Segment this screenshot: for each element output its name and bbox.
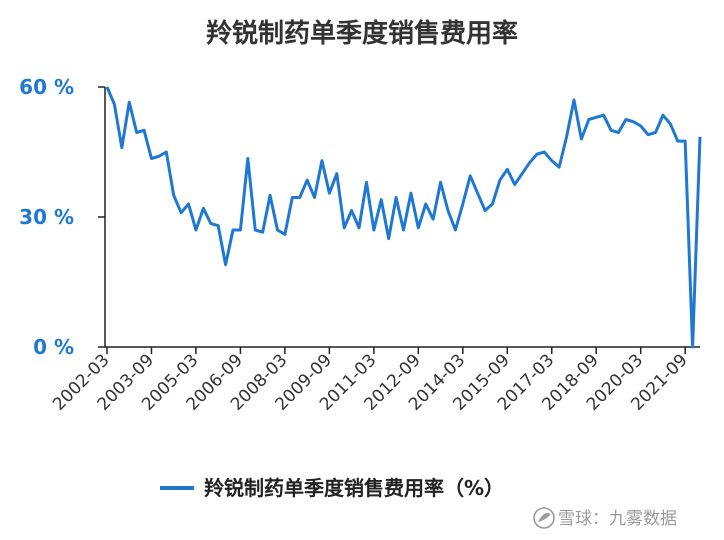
legend: 羚锐制药单季度销售费用率（%） [160,476,504,500]
y-axis-ticks: 0 % 30 % 60 % [19,75,105,359]
chart-title: 羚锐制药单季度销售费用率 [206,18,518,49]
watermark: 雪球：九雾数据 [533,507,677,529]
legend-label: 羚锐制药单季度销售费用率（%） [204,476,504,500]
snowball-logo-icon [533,507,555,529]
y-tick-label: 60 % [19,75,74,99]
y-tick-label: 0 % [33,335,74,359]
y-tick-label: 30 % [19,205,74,229]
series-line [105,86,702,349]
watermark-text: 雪球：九雾数据 [558,509,677,529]
series-group [105,86,702,349]
x-axis-ticks: 2002-032003-092005-032006-092008-032009-… [49,347,692,415]
